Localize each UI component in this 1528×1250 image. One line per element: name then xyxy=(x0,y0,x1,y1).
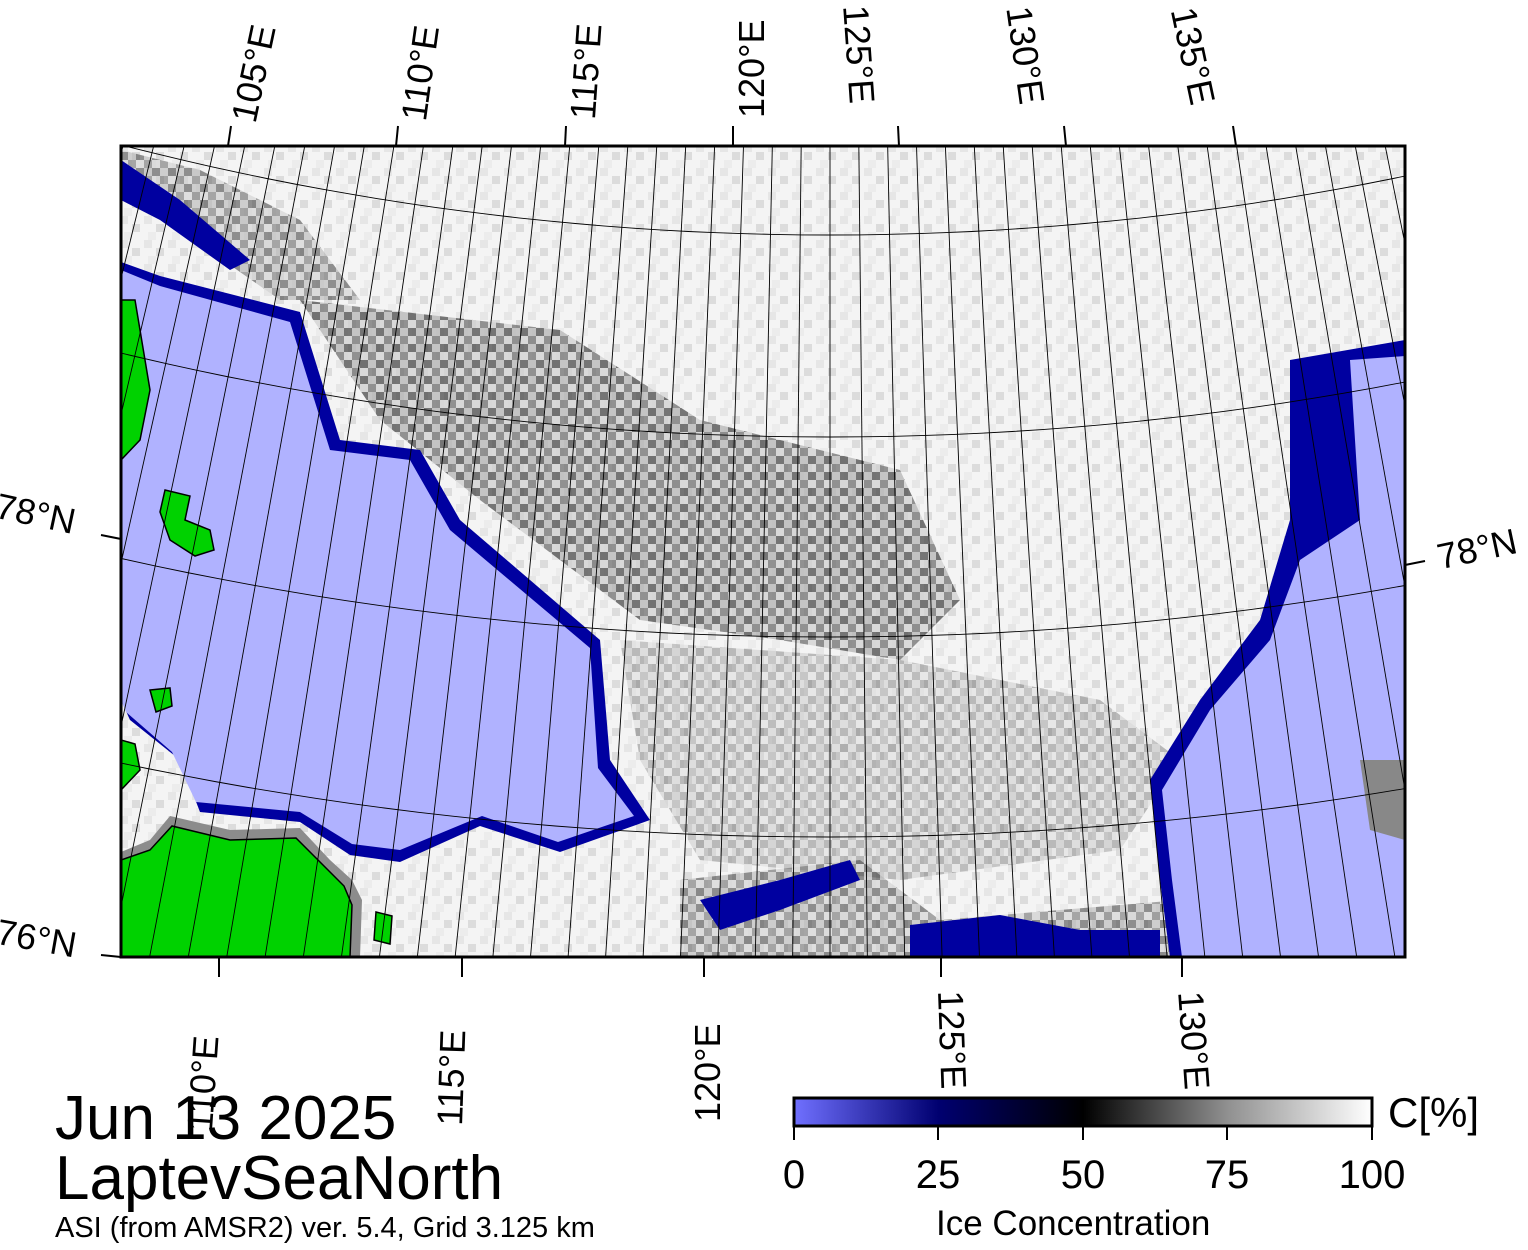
meridian-line xyxy=(567,146,629,957)
product-note: ASI (from AMSR2) ver. 5.4, Grid 3.125 km xyxy=(55,1212,595,1244)
meridian-line xyxy=(1324,146,1405,590)
meridian-line xyxy=(792,146,802,957)
graticule xyxy=(0,0,1528,1010)
map-field xyxy=(0,0,1528,1010)
meridian-line xyxy=(530,146,600,957)
meridian-line xyxy=(1437,0,1528,1002)
meridian-line xyxy=(121,146,215,566)
meridian-line xyxy=(858,146,868,957)
open-water-east xyxy=(1162,356,1405,957)
meridian-line xyxy=(0,0,116,963)
meridian-line xyxy=(1464,0,1528,993)
meridian-line xyxy=(1002,146,1055,957)
meridian-line xyxy=(916,146,943,957)
meridian-line xyxy=(680,146,716,957)
meridian-line xyxy=(1031,146,1093,957)
meridian-line xyxy=(642,146,687,957)
meridian-line xyxy=(0,0,62,941)
region-name: LaptevSeaNorth xyxy=(55,1144,504,1213)
colorbar-unit: C[%] xyxy=(1388,1089,1480,1136)
land-island-north xyxy=(121,299,151,462)
meridian-line xyxy=(454,146,542,957)
meridian-line xyxy=(1236,146,1358,957)
map-frame xyxy=(119,144,1407,959)
meridian-line xyxy=(121,146,185,417)
meridian-line xyxy=(378,146,483,957)
top-lon-label: 120°E xyxy=(731,19,772,118)
ice-edge-south xyxy=(910,915,1160,957)
colorbar-tick-label: 50 xyxy=(1060,1153,1106,1197)
colorbar-tick-label: 100 xyxy=(1338,1153,1406,1197)
marginal-ice-zone-south xyxy=(620,640,1180,880)
meridian-line xyxy=(149,146,306,957)
meridian-line xyxy=(340,146,454,957)
colorbar-tick-label: 75 xyxy=(1204,1153,1250,1197)
meridian-line xyxy=(1148,146,1244,957)
meridian-line xyxy=(302,146,424,957)
land-islet xyxy=(149,687,173,713)
land-taymyr xyxy=(121,825,353,957)
bottom-lon-label: 115°E xyxy=(429,1029,474,1127)
meridian-line xyxy=(605,146,658,957)
meridian-line xyxy=(944,146,980,957)
colorbar xyxy=(792,1096,1374,1128)
meridian-line xyxy=(1177,146,1282,957)
meridian-line xyxy=(226,146,365,957)
meridian-line xyxy=(1295,146,1405,794)
meridian-line xyxy=(1206,146,1320,957)
frame-ticks xyxy=(100,125,1426,977)
meridian-line xyxy=(1384,146,1405,247)
meridian-line xyxy=(0,0,89,952)
colorbar-title: Ice Concentration xyxy=(936,1204,1211,1243)
marginal-ice-zone xyxy=(300,300,960,660)
meridian-line xyxy=(492,146,571,957)
bottom-lon-label: 120°E xyxy=(687,1023,728,1122)
meridian-line xyxy=(0,0,9,918)
bottom-lon-label: 125°E xyxy=(930,989,975,1090)
meridian-line xyxy=(887,146,906,957)
meridian-line xyxy=(0,0,35,930)
meridian-line xyxy=(1410,0,1528,1010)
meridian-line xyxy=(264,146,395,957)
ice-edge-northwest xyxy=(121,150,360,300)
bottom-lon-label: 130°E xyxy=(1170,989,1218,1091)
top-lon-label: 125°E xyxy=(835,3,883,105)
parallel-line xyxy=(121,557,1405,638)
top-lon-label: 115°E xyxy=(562,22,610,121)
meridian-line xyxy=(1354,146,1405,409)
ice-floe-east xyxy=(1360,760,1405,840)
land-island-small xyxy=(159,489,215,557)
meridian-line xyxy=(1518,0,1528,973)
meridian-line xyxy=(754,146,773,957)
meridian-line xyxy=(121,146,246,729)
meridian-line xyxy=(1089,146,1168,957)
meridian-line xyxy=(121,146,276,909)
meridian-line xyxy=(1118,146,1206,957)
parallel-line xyxy=(121,352,1405,438)
meridian-line xyxy=(717,146,744,957)
meridian-line xyxy=(1265,146,1396,957)
meridian-line xyxy=(187,146,336,957)
map-date: Jun 13 2025 xyxy=(55,1084,397,1153)
meridian-line xyxy=(973,146,1018,957)
parallel-line xyxy=(121,762,1405,838)
parallel-line xyxy=(123,146,1405,236)
meridian-line xyxy=(1060,146,1130,957)
ice-edge-south-2 xyxy=(700,860,860,930)
meridian-line xyxy=(1491,0,1528,983)
ice-edge-northwest-water xyxy=(121,160,250,270)
colorbar-tick-label: 0 xyxy=(782,1153,806,1197)
meridian-line xyxy=(416,146,512,957)
colorbar-ticks xyxy=(793,1126,1373,1140)
open-water-west xyxy=(121,270,634,850)
colorbar-tick-label: 25 xyxy=(915,1153,961,1197)
